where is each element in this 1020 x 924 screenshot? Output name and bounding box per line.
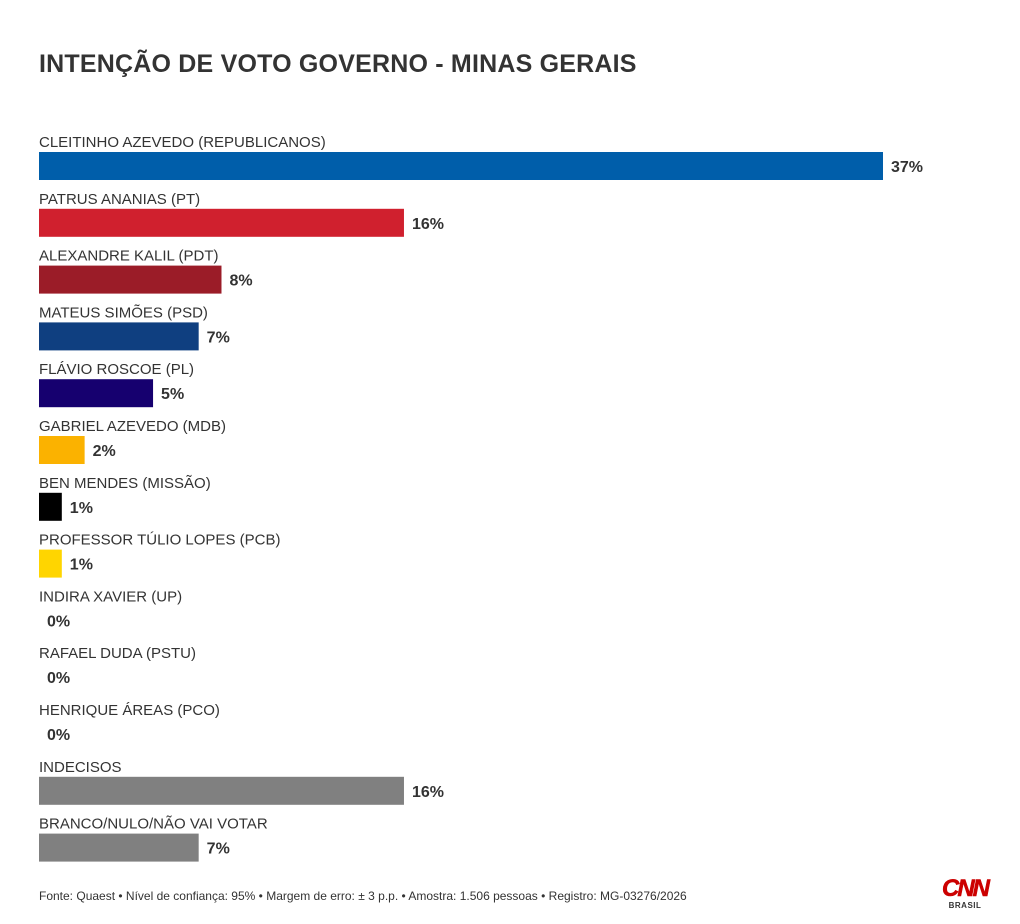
value-label: 2% — [93, 443, 116, 460]
bar — [39, 833, 199, 862]
bar — [39, 492, 62, 521]
bar — [39, 436, 85, 464]
category-label: MATEUS SIMÕES (PSD) — [39, 304, 208, 321]
value-label: 8% — [229, 273, 252, 290]
bar — [39, 776, 404, 805]
value-label: 5% — [161, 386, 184, 403]
category-label: BRANCO/NULO/NÃO VAI VOTAR — [39, 816, 268, 833]
value-label: 16% — [412, 216, 444, 233]
source-footer: Fonte: Quaest • Nível de confiança: 95% … — [39, 889, 687, 903]
bar — [39, 322, 199, 351]
category-label: ALEXANDRE KALIL (PDT) — [39, 248, 219, 265]
bar — [39, 549, 62, 578]
category-label: HENRIQUE ÁREAS (PCO) — [39, 702, 220, 719]
category-label: INDECISOS — [39, 759, 122, 776]
bar — [39, 152, 883, 180]
bar — [39, 208, 404, 237]
category-label: RAFAEL DUDA (PSTU) — [39, 645, 196, 662]
value-label: 37% — [891, 159, 923, 176]
value-label: 0% — [47, 613, 70, 630]
chart-title: INTENÇÃO DE VOTO GOVERNO - MINAS GERAIS — [39, 50, 637, 78]
category-label: PROFESSOR TÚLIO LOPES (PCB) — [39, 532, 280, 549]
category-label: INDIRA XAVIER (UP) — [39, 588, 182, 605]
category-label: FLÁVIO ROSCOE (PL) — [39, 361, 194, 378]
value-label: 1% — [70, 557, 93, 574]
logo-wordmark: CNN — [942, 875, 991, 902]
category-label: CLEITINHO AZEVEDO (REPUBLICANOS) — [39, 134, 326, 151]
logo-subtitle: BRASIL — [948, 901, 982, 910]
category-label: PATRUS ANANIAS (PT) — [39, 191, 200, 208]
value-label: 7% — [207, 329, 230, 346]
category-label: BEN MENDES (MISSÃO) — [39, 475, 211, 492]
bar — [39, 265, 222, 294]
value-label: 7% — [207, 841, 230, 858]
value-label: 0% — [47, 727, 70, 744]
category-label: GABRIEL AZEVEDO (MDB) — [39, 418, 226, 435]
value-label: 16% — [412, 784, 444, 801]
bar-chart: CLEITINHO AZEVEDO (REPUBLICANOS) 37% PATRU… — [39, 134, 923, 862]
cnn-brasil-logo: CNN BRASIL — [940, 875, 991, 910]
value-label: 0% — [47, 670, 70, 687]
bar — [39, 379, 154, 408]
value-label: 1% — [70, 500, 93, 517]
